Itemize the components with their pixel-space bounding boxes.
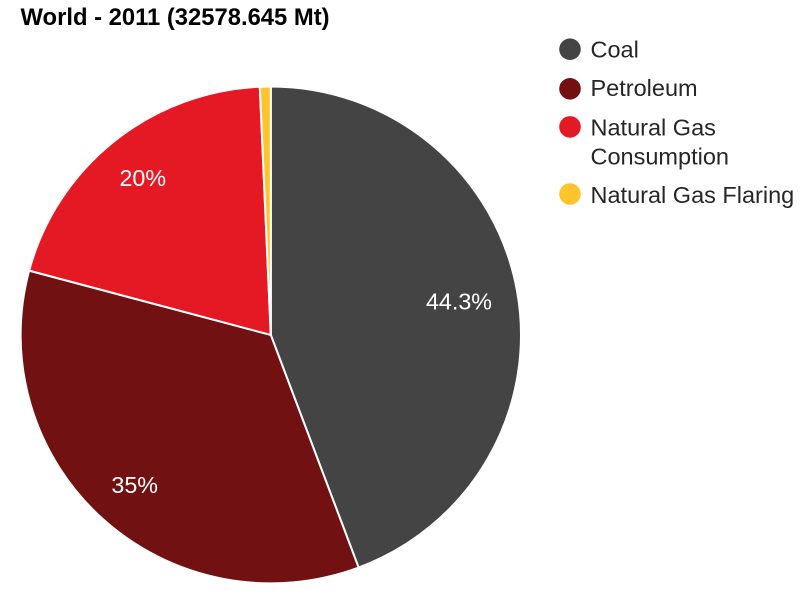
svg-text:Consumption: Consumption: [591, 144, 729, 170]
svg-text:20%: 20%: [119, 165, 166, 191]
svg-text:Natural Gas Flaring: Natural Gas Flaring: [591, 182, 795, 208]
svg-text:Petroleum: Petroleum: [591, 75, 698, 101]
svg-text:Coal: Coal: [591, 37, 639, 63]
svg-text:44.3%: 44.3%: [426, 289, 492, 315]
svg-text:World - 2011 (32578.645 Mt): World - 2011 (32578.645 Mt): [21, 4, 330, 31]
svg-text:Natural Gas: Natural Gas: [591, 115, 716, 141]
svg-text:35%: 35%: [111, 472, 158, 498]
